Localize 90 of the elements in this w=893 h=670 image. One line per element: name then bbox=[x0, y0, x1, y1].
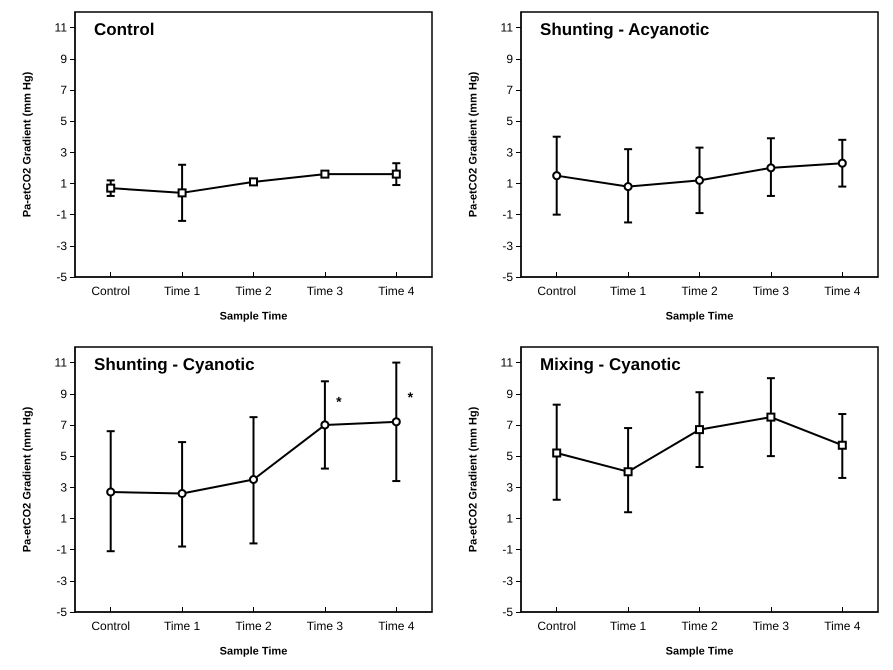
y-tick-label: 9 bbox=[506, 386, 514, 401]
x-axis-title: Sample Time bbox=[666, 310, 734, 322]
y-tick-label: 5 bbox=[506, 114, 514, 128]
point bbox=[320, 170, 330, 179]
x-tick-label: Time 4 bbox=[824, 619, 861, 633]
point bbox=[320, 420, 330, 430]
point bbox=[392, 170, 401, 179]
point bbox=[249, 475, 258, 484]
text: Shunting - Acyanotic bbox=[540, 20, 710, 39]
point bbox=[766, 163, 776, 172]
annotation: * bbox=[336, 394, 342, 410]
x-tick-label: Time 4 bbox=[378, 284, 415, 298]
x-tick-label: Time 2 bbox=[235, 284, 272, 298]
point bbox=[392, 417, 401, 426]
y-tick-label: -1 bbox=[502, 542, 514, 557]
text: Shunting - Cyanotic bbox=[94, 355, 255, 374]
y-tick-label: -5 bbox=[502, 270, 514, 284]
point bbox=[624, 182, 633, 192]
y-tick-label: 5 bbox=[60, 114, 68, 128]
y-tick-label: -1 bbox=[502, 208, 514, 222]
x-tick-label: Time 3 bbox=[752, 619, 790, 633]
y-axis-title: Pa-etCO2 Gradient (mm Hg) bbox=[22, 406, 34, 552]
x-tick-label: Control bbox=[91, 619, 130, 633]
y-tick-label: 11 bbox=[500, 356, 514, 370]
annotation: * bbox=[408, 388, 414, 405]
x-tick-label: Time 2 bbox=[681, 619, 718, 633]
y-tick-label: -5 bbox=[56, 605, 68, 619]
y-tick-label: -3 bbox=[502, 238, 514, 253]
y-tick-label: -3 bbox=[502, 574, 514, 588]
y-tick-label: 11 bbox=[54, 356, 68, 370]
point bbox=[106, 184, 116, 193]
x-tick-label: Control bbox=[91, 284, 130, 298]
y-tick-label: -5 bbox=[56, 270, 68, 284]
point bbox=[249, 177, 258, 186]
y-axis-title: Pa-etCO2 Gradient (mm Hg) bbox=[22, 71, 34, 218]
point bbox=[178, 188, 187, 198]
x-tick-label: Time 4 bbox=[824, 284, 861, 298]
y-tick-label: 3 bbox=[506, 480, 514, 494]
y-tick-label: 5 bbox=[506, 449, 514, 464]
y-tick-label: 9 bbox=[60, 52, 68, 66]
point bbox=[695, 176, 704, 185]
y-tick-label: 7 bbox=[60, 82, 68, 97]
x-tick-label: Time 3 bbox=[752, 284, 790, 298]
y-tick-label: -3 bbox=[56, 574, 68, 588]
y-tick-label: 11 bbox=[54, 20, 68, 35]
y-axis-title: Pa-etCO2 Gradient (mm Hg) bbox=[468, 406, 480, 552]
text: Control bbox=[94, 20, 154, 39]
y-tick-label: -1 bbox=[56, 542, 68, 557]
point bbox=[106, 487, 116, 496]
y-tick-label: 3 bbox=[60, 480, 68, 494]
x-tick-label: Control bbox=[537, 619, 576, 633]
y-tick-label: 3 bbox=[506, 145, 514, 160]
x-axis-title: Sample Time bbox=[220, 310, 288, 322]
text: Mixing - Cyanotic bbox=[540, 355, 681, 374]
y-tick-label: 7 bbox=[60, 418, 68, 432]
point bbox=[552, 448, 562, 458]
point bbox=[838, 158, 847, 168]
point bbox=[838, 440, 847, 450]
y-axis-title: Pa-etCO2 Gradient (mm Hg) bbox=[468, 71, 480, 218]
y-tick-label: -3 bbox=[56, 238, 68, 253]
x-axis-title: Sample Time bbox=[220, 646, 288, 658]
y-tick-label: 9 bbox=[506, 52, 514, 66]
x-tick-label: Time 2 bbox=[235, 619, 272, 633]
x-tick-label: Time 3 bbox=[306, 284, 344, 298]
x-tick-label: Time 2 bbox=[681, 284, 718, 298]
point bbox=[178, 489, 187, 498]
y-tick-label: 7 bbox=[506, 418, 514, 432]
y-tick-label: 1 bbox=[506, 511, 514, 526]
y-tick-label: 1 bbox=[60, 511, 68, 526]
x-tick-label: Time 3 bbox=[306, 619, 344, 633]
y-tick-label: -1 bbox=[56, 208, 68, 222]
y-tick-label: 1 bbox=[506, 176, 514, 190]
y-tick-label: 9 bbox=[60, 386, 68, 401]
point bbox=[766, 412, 776, 422]
point bbox=[624, 467, 633, 476]
x-axis-title: Sample Time bbox=[666, 646, 734, 658]
point bbox=[552, 171, 562, 180]
x-tick-label: Time 1 bbox=[164, 284, 201, 298]
y-tick-label: 3 bbox=[60, 145, 68, 160]
x-tick-label: Time 1 bbox=[164, 619, 201, 633]
y-tick-label: 1 bbox=[60, 176, 68, 190]
y-tick-label: -5 bbox=[502, 605, 514, 619]
x-tick-label: Control bbox=[537, 284, 576, 298]
point bbox=[695, 425, 704, 434]
y-tick-label: 11 bbox=[500, 20, 514, 35]
x-tick-label: Time 1 bbox=[610, 619, 647, 633]
x-tick-label: Time 4 bbox=[378, 619, 415, 633]
y-tick-label: 7 bbox=[506, 82, 514, 97]
y-tick-label: 5 bbox=[60, 449, 68, 464]
x-tick-label: Time 1 bbox=[610, 284, 647, 298]
